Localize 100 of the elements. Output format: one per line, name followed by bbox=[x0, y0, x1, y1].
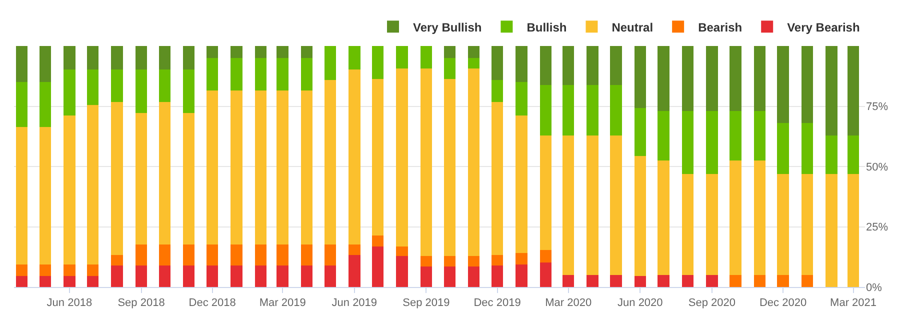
bar bbox=[540, 250, 552, 263]
bar bbox=[444, 266, 456, 287]
bar bbox=[183, 244, 195, 266]
bar bbox=[16, 82, 28, 127]
legend-label: Very Bullish bbox=[413, 20, 482, 34]
bar bbox=[468, 46, 480, 58]
bar bbox=[540, 46, 552, 85]
bar bbox=[64, 116, 76, 265]
bar bbox=[16, 126, 28, 265]
bar bbox=[540, 262, 552, 287]
bar bbox=[586, 84, 598, 136]
bar bbox=[847, 46, 860, 136]
bar bbox=[516, 82, 528, 116]
bar bbox=[396, 46, 408, 68]
bar bbox=[16, 264, 28, 276]
bar bbox=[300, 46, 313, 58]
x-tick-label: Dec 2018 bbox=[188, 297, 236, 310]
bar bbox=[540, 84, 552, 136]
bar bbox=[847, 136, 860, 174]
bar bbox=[324, 46, 336, 80]
bar bbox=[777, 174, 789, 276]
bar bbox=[730, 275, 742, 287]
bar bbox=[87, 105, 99, 265]
bar bbox=[348, 46, 360, 70]
x-tick-label: Jun 2018 bbox=[46, 297, 92, 310]
bar bbox=[682, 275, 694, 287]
bar bbox=[183, 266, 195, 287]
bar bbox=[16, 46, 28, 82]
bar bbox=[276, 90, 288, 244]
x-tick-label: Sep 2020 bbox=[688, 297, 736, 310]
bar bbox=[230, 46, 242, 58]
bar bbox=[39, 46, 52, 82]
bar bbox=[730, 160, 742, 276]
x-tick-label: Jun 2019 bbox=[332, 297, 378, 310]
bar bbox=[254, 266, 267, 287]
bar bbox=[254, 90, 267, 244]
bar bbox=[64, 46, 76, 70]
bar bbox=[777, 275, 789, 287]
bar bbox=[586, 275, 598, 287]
bar bbox=[658, 160, 670, 276]
bar bbox=[516, 116, 528, 254]
bar bbox=[324, 244, 336, 266]
bar bbox=[372, 246, 384, 287]
bar bbox=[300, 266, 313, 287]
bar bbox=[276, 58, 288, 91]
bar bbox=[158, 266, 171, 287]
bar bbox=[206, 46, 218, 58]
bar bbox=[396, 256, 408, 287]
bar bbox=[111, 102, 123, 255]
bar bbox=[230, 266, 242, 287]
bar bbox=[754, 160, 766, 276]
bar bbox=[516, 46, 528, 82]
bar bbox=[444, 256, 456, 267]
x-tick-label: Mar 2019 bbox=[259, 297, 306, 310]
bar bbox=[826, 136, 838, 174]
x-tick-label: Sep 2019 bbox=[402, 297, 450, 310]
bar bbox=[610, 46, 622, 85]
bar bbox=[276, 266, 288, 287]
bar bbox=[300, 58, 313, 91]
bar bbox=[372, 46, 384, 80]
x-tick-label: Mar 2020 bbox=[545, 297, 592, 310]
bar bbox=[682, 46, 694, 111]
bar bbox=[491, 80, 504, 102]
bar bbox=[348, 244, 360, 255]
bar bbox=[658, 275, 670, 287]
bar bbox=[230, 58, 242, 91]
bar bbox=[706, 275, 718, 287]
bar bbox=[540, 136, 552, 250]
bar bbox=[230, 90, 242, 244]
x-tick-label: Dec 2019 bbox=[474, 297, 521, 310]
bar bbox=[348, 69, 360, 244]
bar bbox=[183, 69, 195, 113]
bar bbox=[300, 244, 313, 266]
x-tick-label: Sep 2018 bbox=[118, 297, 165, 310]
bar bbox=[64, 264, 76, 276]
bar bbox=[730, 46, 742, 111]
bar bbox=[396, 246, 408, 256]
bar bbox=[420, 68, 432, 256]
bar bbox=[634, 276, 646, 287]
bar bbox=[491, 266, 504, 287]
bar bbox=[634, 156, 646, 276]
bar bbox=[111, 69, 123, 102]
bar bbox=[39, 264, 52, 276]
bar bbox=[634, 46, 646, 108]
bar bbox=[39, 126, 52, 265]
bar bbox=[111, 266, 123, 287]
bar bbox=[491, 102, 504, 255]
bar bbox=[87, 69, 99, 106]
bar bbox=[468, 68, 480, 256]
bar bbox=[396, 68, 408, 246]
y-tick-label: 25% bbox=[866, 222, 888, 234]
bar bbox=[634, 108, 646, 156]
bar bbox=[372, 79, 384, 236]
bar bbox=[135, 266, 148, 287]
bar bbox=[682, 174, 694, 276]
bar bbox=[135, 244, 148, 266]
bar bbox=[87, 264, 99, 276]
bar bbox=[658, 110, 670, 161]
legend-label: Bullish bbox=[526, 20, 567, 34]
x-tick-label: Mar 2021 bbox=[830, 297, 877, 310]
